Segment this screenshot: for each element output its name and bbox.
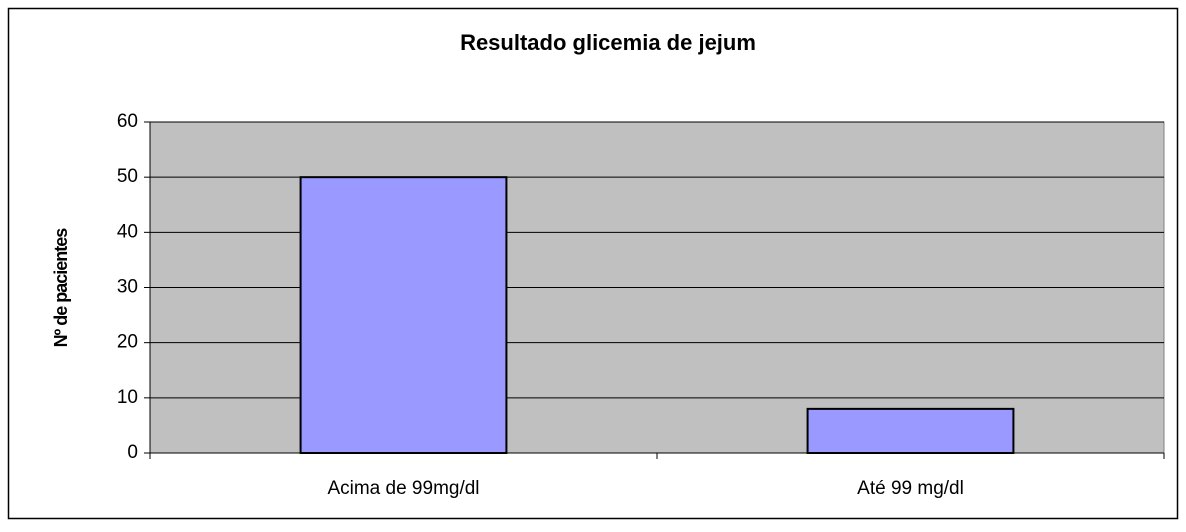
- y-tick-label: 10: [117, 387, 138, 408]
- y-tick-label: 60: [117, 111, 138, 132]
- x-tick-label: Até 99 mg/dl: [857, 478, 964, 499]
- y-tick-label: 50: [117, 166, 138, 187]
- bar: [806, 407, 1015, 455]
- x-tick-label: Acima de 99mg/dl: [327, 478, 479, 499]
- y-tick-label: 0: [127, 442, 138, 463]
- chart-title: Resultado glicemia de jejum: [460, 30, 756, 55]
- y-tick-label: 20: [117, 332, 138, 353]
- y-tick-label: 30: [117, 277, 138, 298]
- bar: [299, 176, 508, 455]
- y-tick-label: 40: [117, 221, 138, 242]
- y-axis-label: Nº de pacientes: [51, 228, 71, 348]
